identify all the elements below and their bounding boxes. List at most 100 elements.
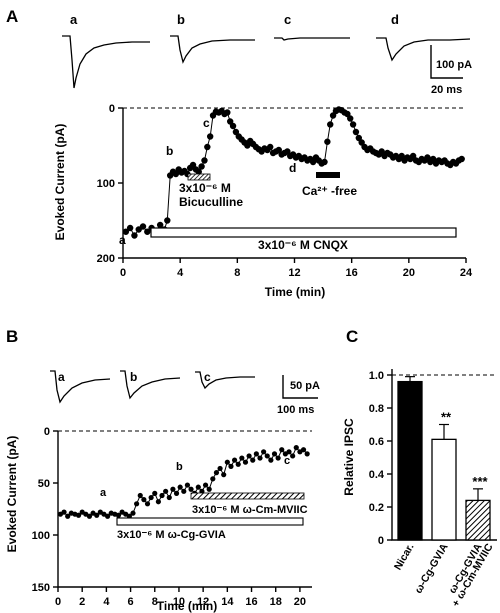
bar [465, 499, 491, 541]
bicuculline-bar [187, 173, 211, 181]
data-point [198, 163, 205, 170]
data-point [349, 121, 357, 128]
data-point [257, 455, 263, 461]
x-tick-label: 16 [346, 267, 358, 279]
bar [431, 438, 457, 541]
mviic-label: 3x10⁻⁶ M ω-Cm-MVIIC [192, 504, 308, 516]
data-point [75, 512, 82, 518]
data-point [155, 499, 161, 505]
data-point [204, 143, 211, 151]
data-point [206, 133, 214, 140]
cnqx-label: 3x10⁻⁶ M CNQX [258, 238, 348, 252]
x-tick-label: 4 [177, 267, 184, 279]
chart-a-point-label-c: c [203, 116, 210, 130]
data-point [300, 447, 307, 453]
data-point [202, 482, 209, 488]
trace-label-b-a: a [58, 370, 65, 384]
x-tick-label: 4 [103, 596, 110, 608]
x-tick-label: 8 [152, 596, 158, 608]
ca-free-label: Ca²⁺ -free [302, 184, 357, 198]
data-point [181, 488, 187, 494]
chart-a-point-label-a: a [119, 233, 126, 247]
x-tick-label: 12 [197, 596, 209, 608]
data-point [170, 486, 176, 492]
chart-b-point-label-b: b [176, 461, 183, 473]
data-point [224, 109, 231, 116]
y-tick-label: 0.8 [369, 403, 384, 415]
y-tick-label: 0 [44, 426, 50, 438]
data-point [279, 447, 285, 453]
chart-b-x-axis-label: Time (min) [157, 599, 217, 613]
chart-c-bars: ***** [397, 376, 491, 541]
trace-b-b [120, 370, 181, 400]
data-point [210, 476, 216, 482]
chart-c-y-ticks: 0 0.2 0.4 0.6 0.8 1.0 [369, 370, 392, 547]
data-point [242, 459, 249, 465]
data-point [184, 482, 191, 488]
data-point [293, 445, 299, 451]
trace-c [274, 37, 350, 41]
scale-bar-b-x-label: 100 ms [277, 404, 314, 416]
y-tick-label: 0.4 [369, 469, 385, 481]
data-point [352, 128, 360, 136]
chart-b-x-ticks: 0 2 4 6 8 10 12 14 16 18 20 [55, 587, 306, 608]
trace-b [170, 35, 255, 64]
data-point [286, 449, 292, 455]
y-tick-label: 50 [38, 478, 50, 490]
x-tick-label: 24 [460, 267, 473, 279]
data-point [304, 451, 310, 457]
x-tick-label: 2 [79, 596, 85, 608]
data-point [163, 488, 169, 494]
y-tick-label: 0.2 [369, 502, 384, 514]
chart-a-y-axis-label: Evoked Current (pA) [53, 124, 67, 241]
panel-c: C 00.20.40.60.81.0 Relative IPSC ***** N… [342, 327, 497, 609]
x-tick-label: 6 [128, 596, 134, 608]
scale-bar-a [430, 45, 463, 79]
data-point [131, 232, 138, 239]
data-point [152, 490, 158, 496]
data-point [275, 455, 281, 461]
gvia-bar [116, 517, 304, 526]
data-point [104, 513, 111, 519]
data-point [253, 451, 259, 457]
mviic-bar [190, 492, 305, 500]
chart-a-point-label-d: d [289, 161, 296, 175]
data-point [94, 512, 100, 518]
data-point [458, 155, 465, 163]
data-point [264, 453, 270, 459]
x-tick-label: 18 [270, 596, 282, 608]
trace-label-b-b: b [130, 370, 137, 384]
data-point [65, 513, 71, 519]
data-point [217, 465, 223, 472]
data-point [228, 463, 234, 469]
trace-label-c: c [284, 12, 291, 27]
data-point [239, 455, 245, 461]
category-label: ω-Cg-GVIA [412, 541, 450, 595]
data-point [195, 484, 201, 490]
data-point [156, 221, 164, 229]
bicuculline-label-line1: 3x10⁻⁶ M [179, 181, 231, 195]
panel-b: B a b c 50 pA 100 ms 0 50 100 150 0 2 4 6 8 10 12… [5, 327, 320, 613]
cnqx-bar [150, 227, 457, 238]
data-point [144, 228, 151, 235]
data-point [134, 501, 140, 507]
x-tick-label: 0 [55, 596, 61, 608]
data-point [221, 472, 227, 478]
trace-label-a: a [70, 12, 78, 27]
data-point [115, 512, 122, 518]
data-point [159, 492, 165, 499]
y-tick-label: 100 [32, 530, 50, 542]
y-tick-label: 200 [97, 253, 115, 265]
x-tick-label: 8 [234, 267, 240, 279]
data-point [195, 168, 202, 175]
ca-free-bar [316, 172, 340, 178]
chart-b-y-axis-label: Evoked Current (pA) [5, 436, 19, 553]
scale-bar-b-y-label: 50 pA [290, 380, 320, 392]
y-tick-label: 0.6 [369, 436, 384, 448]
data-point [148, 494, 154, 501]
chart-a-x-axis-label: Time (min) [265, 285, 325, 299]
scale-bar-a-x-label: 20 ms [431, 84, 462, 96]
data-point [261, 449, 267, 455]
trace-a [62, 35, 150, 89]
